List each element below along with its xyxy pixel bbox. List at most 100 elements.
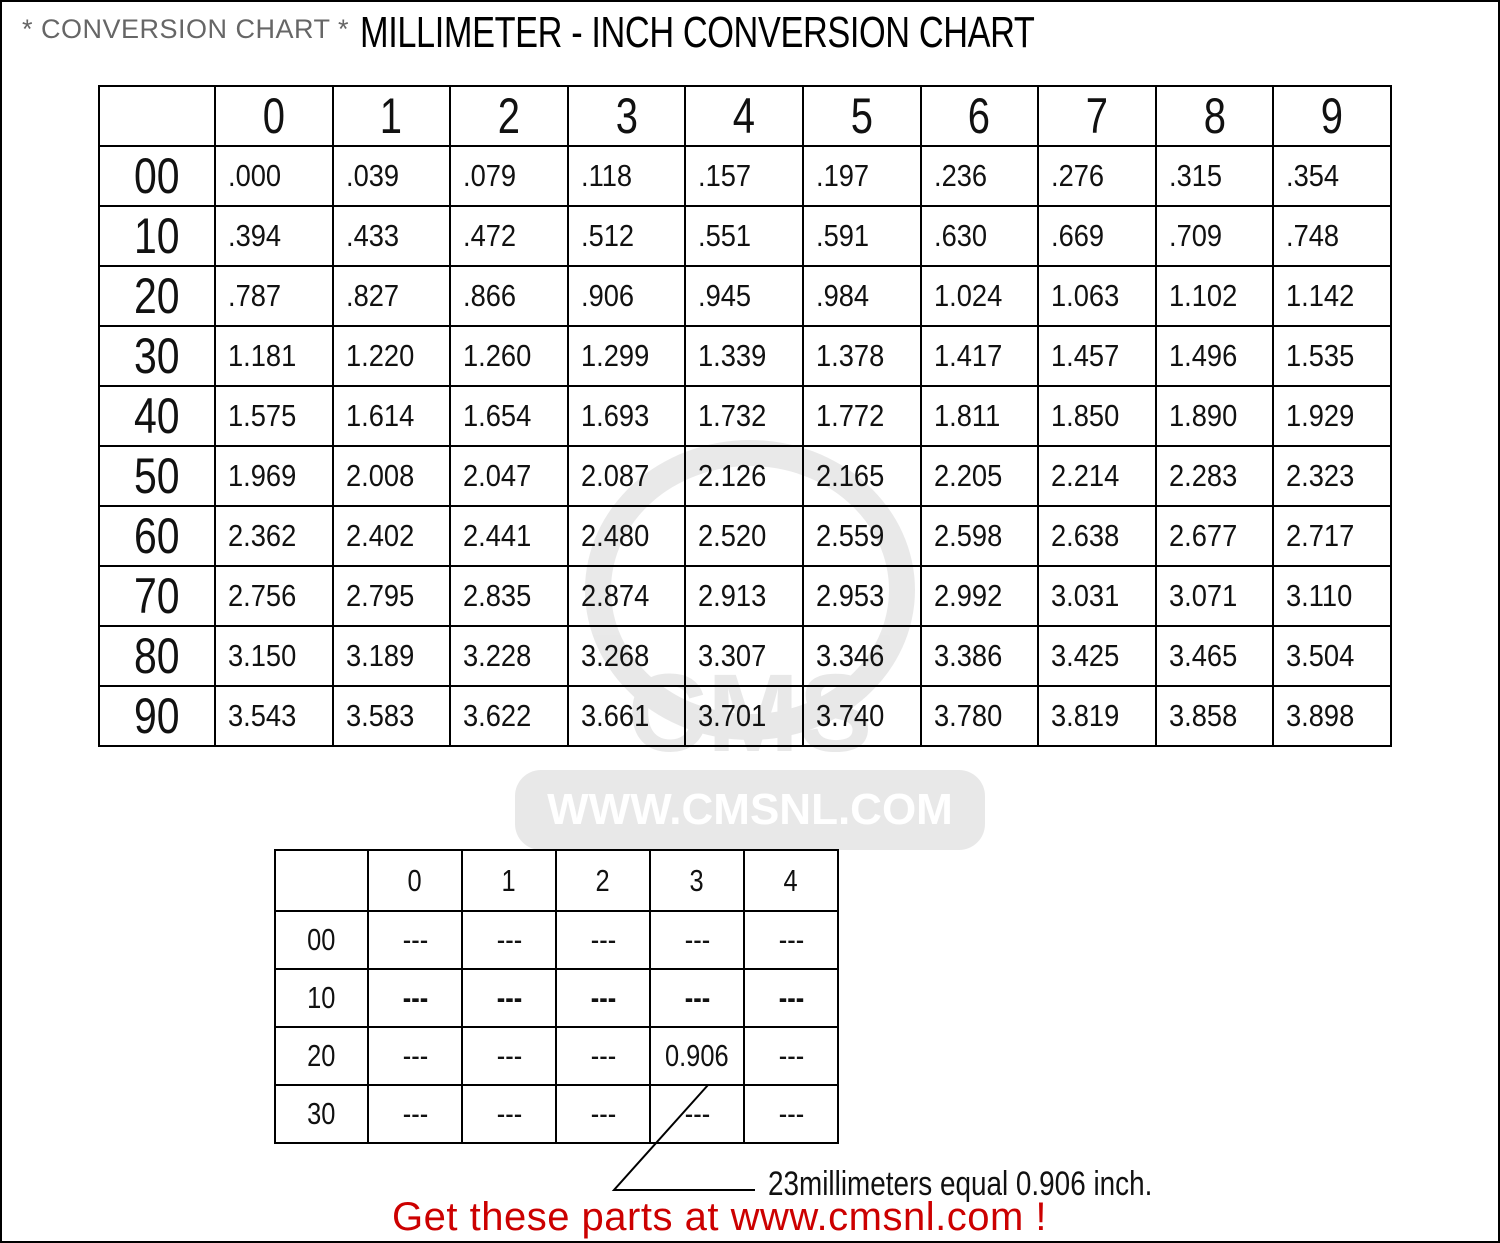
value-cell-text: .512	[580, 218, 634, 253]
value-cell-text: 1.929	[1286, 398, 1355, 433]
column-header-text: 1	[380, 88, 403, 144]
value-cell-text: .669	[1051, 218, 1105, 253]
value-cell-text: 2.677	[1168, 518, 1238, 553]
value-cell-text: 1.890	[1168, 398, 1238, 433]
value-cell: 1.142	[1272, 265, 1392, 327]
value-cell-text: 1.220	[345, 338, 414, 373]
value-cell-text: 3.110	[1286, 578, 1353, 613]
table-row: 20 --- --- --- 0.906 ---	[274, 1026, 839, 1086]
value-cell-text: ---	[402, 1096, 428, 1131]
row-header-text: 50	[134, 448, 180, 504]
value-cell: 1.772	[801, 385, 922, 447]
value-cell-text: 3.858	[1168, 698, 1238, 733]
value-cell: .079	[449, 145, 569, 207]
value-cell-text: 1.102	[1168, 278, 1238, 313]
value-cell: .709	[1154, 205, 1275, 267]
column-header-text: 2	[595, 862, 611, 898]
column-header-text: 0	[262, 88, 285, 144]
page-subtitle: * CONVERSION CHART *	[22, 14, 350, 44]
value-cell: ---	[555, 910, 651, 970]
value-cell: 2.165	[801, 445, 922, 507]
value-cell: 1.890	[1154, 385, 1275, 447]
value-cell-text: 1.417	[933, 338, 1002, 373]
value-cell-text: 2.913	[698, 578, 767, 613]
value-cell: 3.346	[801, 625, 922, 687]
value-cell: 3.425	[1037, 625, 1157, 687]
value-cell-text: 1.850	[1051, 398, 1120, 433]
value-cell-text: ---	[778, 922, 804, 957]
value-cell: .551	[684, 205, 804, 267]
row-header-text: 00	[307, 922, 336, 957]
row-header-text: 30	[134, 328, 180, 384]
value-cell: 1.496	[1154, 325, 1275, 387]
value-cell: 1.732	[684, 385, 804, 447]
row-header-text: 20	[307, 1038, 336, 1073]
table-row: 00 --- --- --- --- ---	[274, 910, 839, 970]
value-cell-text: .276	[1051, 158, 1105, 193]
column-header: 0	[214, 85, 334, 147]
column-header: 7	[1037, 85, 1157, 147]
column-header-text: 4	[733, 88, 756, 144]
value-cell: .197	[801, 145, 922, 207]
value-cell: 1.654	[449, 385, 569, 447]
value-cell: ---	[743, 968, 839, 1028]
value-cell: 2.126	[684, 445, 804, 507]
value-cell-text: 3.150	[228, 638, 297, 673]
value-cell-text: .000	[228, 158, 282, 193]
header-row: 0 1 2 3 4 5 6 7 8 9	[98, 85, 1392, 147]
value-cell: ---	[743, 910, 839, 970]
value-cell: .354	[1272, 145, 1392, 207]
value-cell-text: ---	[590, 922, 616, 957]
value-cell-text: .551	[698, 218, 752, 253]
row-header-text: 70	[134, 568, 180, 624]
column-header-text: 3	[615, 88, 638, 144]
value-cell: 2.283	[1154, 445, 1275, 507]
value-cell-text: 2.214	[1051, 458, 1120, 493]
table-row: 70 2.756 2.795 2.835 2.874 2.913 2.953 2.992 3.0…	[98, 565, 1392, 627]
value-cell-text: 2.598	[933, 518, 1002, 553]
value-cell: 1.102	[1154, 265, 1275, 327]
example-table: 0 1 2 3 4 00 --- --- --- --- --- 10 --- --- --- --- --- 2…	[274, 849, 839, 1144]
row-header: 30	[274, 1084, 369, 1144]
promo-link[interactable]: Get these parts at www.cmsnl.com !	[392, 1195, 1047, 1239]
value-cell-text: 3.780	[933, 698, 1002, 733]
value-cell-text: 2.756	[228, 578, 297, 613]
value-cell-text: 2.087	[580, 458, 650, 493]
value-cell: 2.087	[566, 445, 687, 507]
column-header: 5	[801, 85, 922, 147]
value-cell: 3.858	[1154, 685, 1275, 747]
value-cell: .472	[449, 205, 569, 267]
value-cell-text: .866	[463, 278, 517, 313]
column-header: 3	[649, 849, 745, 912]
value-cell: 1.614	[331, 385, 452, 447]
value-cell-text: .354	[1286, 158, 1340, 193]
column-header: 3	[566, 85, 687, 147]
value-cell-text: 2.638	[1051, 518, 1120, 553]
value-cell-text: .591	[815, 218, 870, 253]
row-header-text: 20	[134, 268, 180, 324]
value-cell-text: 2.874	[580, 578, 650, 613]
page-title: MILLIMETER - INCH CONVERSION CHART	[360, 8, 1035, 57]
row-header: 20	[274, 1026, 369, 1086]
value-cell-text: 3.740	[815, 698, 885, 733]
column-header: 2	[449, 85, 569, 147]
value-cell: ---	[367, 1084, 463, 1144]
value-cell-text: 2.126	[698, 458, 767, 493]
value-cell: 2.214	[1037, 445, 1157, 507]
value-cell: .276	[1037, 145, 1157, 207]
value-cell: ---	[367, 1026, 463, 1086]
value-cell-text: .039	[345, 158, 399, 193]
value-cell-text: 3.071	[1168, 578, 1238, 613]
row-header: 70	[98, 565, 216, 627]
value-cell: 3.504	[1272, 625, 1392, 687]
value-cell: 3.661	[566, 685, 687, 747]
value-cell-text: 2.795	[345, 578, 414, 613]
value-cell: 3.268	[566, 625, 687, 687]
value-cell: .630	[919, 205, 1040, 267]
value-cell-text: .709	[1168, 218, 1222, 253]
column-header-text: 5	[850, 88, 873, 144]
value-cell: ---	[743, 1026, 839, 1086]
value-cell-text: .945	[698, 278, 752, 313]
value-cell-text: 2.205	[933, 458, 1002, 493]
